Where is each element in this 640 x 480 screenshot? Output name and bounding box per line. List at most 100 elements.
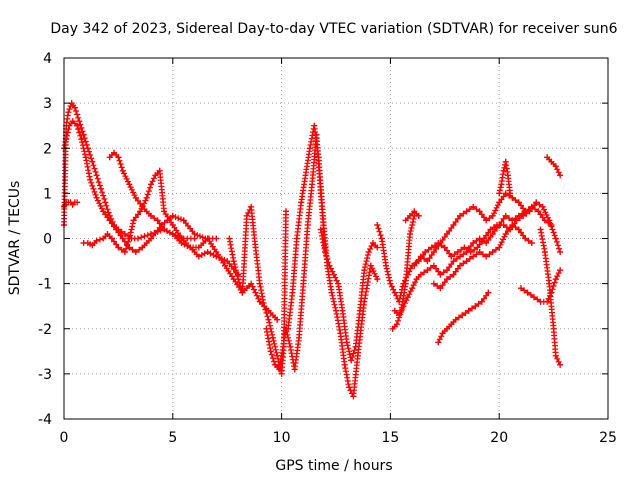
series-20	[544, 154, 564, 179]
data-point	[485, 289, 492, 296]
data-point	[515, 212, 522, 219]
data-point	[437, 271, 444, 278]
data-point	[533, 199, 540, 206]
data-point	[65, 109, 72, 116]
data-point	[470, 240, 477, 246]
data-point	[335, 280, 342, 287]
data-point	[476, 249, 483, 255]
data-point	[450, 271, 457, 278]
data-point	[304, 222, 311, 228]
data-point	[496, 199, 503, 206]
data-point	[239, 289, 246, 296]
data-point	[374, 222, 381, 228]
series-9	[317, 226, 381, 364]
data-point	[89, 158, 96, 165]
data-point	[370, 240, 376, 246]
data-point	[333, 307, 339, 314]
data-point	[161, 226, 168, 233]
y-tick-label: -4	[38, 412, 52, 428]
data-point	[161, 208, 168, 215]
data-point	[115, 244, 122, 251]
data-point	[502, 212, 509, 219]
data-point	[98, 185, 104, 192]
data-point	[187, 244, 194, 251]
data-point	[267, 348, 274, 355]
y-tick-label: -1	[38, 277, 52, 293]
series-17	[496, 158, 514, 197]
data-point	[80, 131, 87, 138]
data-point	[424, 267, 431, 274]
y-tick-label: 2	[43, 141, 52, 157]
data-point	[252, 244, 259, 251]
series-trace	[63, 120, 217, 253]
data-point	[298, 199, 305, 206]
data-point	[407, 231, 413, 237]
data-point	[285, 325, 292, 332]
data-point	[296, 334, 302, 341]
series-1	[61, 100, 198, 242]
data-point	[435, 339, 442, 346]
data-point	[283, 208, 289, 215]
data-point	[402, 280, 409, 287]
data-point	[121, 231, 128, 237]
data-point	[524, 289, 531, 296]
data-point	[502, 158, 509, 165]
data-point	[302, 172, 309, 179]
data-point	[130, 217, 137, 224]
data-point	[178, 240, 185, 246]
data-point	[119, 235, 126, 242]
data-point	[169, 231, 176, 237]
data-point	[463, 208, 470, 215]
data-point	[115, 154, 122, 161]
data-point	[444, 325, 450, 332]
data-point	[148, 212, 154, 219]
data-point	[106, 217, 113, 224]
data-point	[143, 194, 150, 201]
data-point	[461, 244, 468, 251]
data-point	[319, 212, 326, 219]
data-point	[265, 316, 272, 323]
data-point	[496, 222, 503, 228]
series-6	[226, 203, 289, 377]
data-point	[504, 172, 511, 179]
data-point	[243, 212, 250, 219]
data-point	[489, 231, 496, 237]
data-point	[537, 298, 544, 305]
data-point	[552, 276, 559, 283]
data-point	[496, 244, 503, 251]
data-point	[132, 249, 139, 255]
data-point	[470, 203, 477, 210]
data-point	[263, 325, 270, 332]
data-point	[278, 370, 285, 377]
data-point	[417, 271, 424, 278]
series-12	[389, 212, 418, 332]
data-point	[463, 258, 470, 265]
data-point	[346, 384, 353, 391]
data-point	[132, 194, 139, 201]
data-point	[387, 280, 394, 287]
data-point	[152, 172, 159, 179]
data-point	[391, 307, 398, 314]
data-point	[457, 253, 463, 260]
series-11	[391, 203, 555, 319]
data-point	[557, 249, 564, 255]
data-point	[315, 154, 322, 161]
data-point	[483, 217, 490, 224]
data-point	[428, 244, 435, 251]
data-point	[306, 145, 313, 152]
data-point	[69, 118, 76, 125]
data-point	[483, 253, 490, 260]
data-point	[557, 267, 564, 274]
data-point	[515, 226, 522, 233]
data-point	[93, 172, 100, 179]
data-point	[71, 104, 78, 111]
data-point	[326, 262, 333, 269]
data-point	[156, 167, 163, 174]
data-point	[439, 330, 446, 337]
data-point	[139, 244, 146, 251]
x-tick-label: 25	[599, 430, 617, 446]
data-point	[518, 285, 524, 292]
data-point	[274, 316, 281, 323]
data-point	[404, 294, 411, 301]
